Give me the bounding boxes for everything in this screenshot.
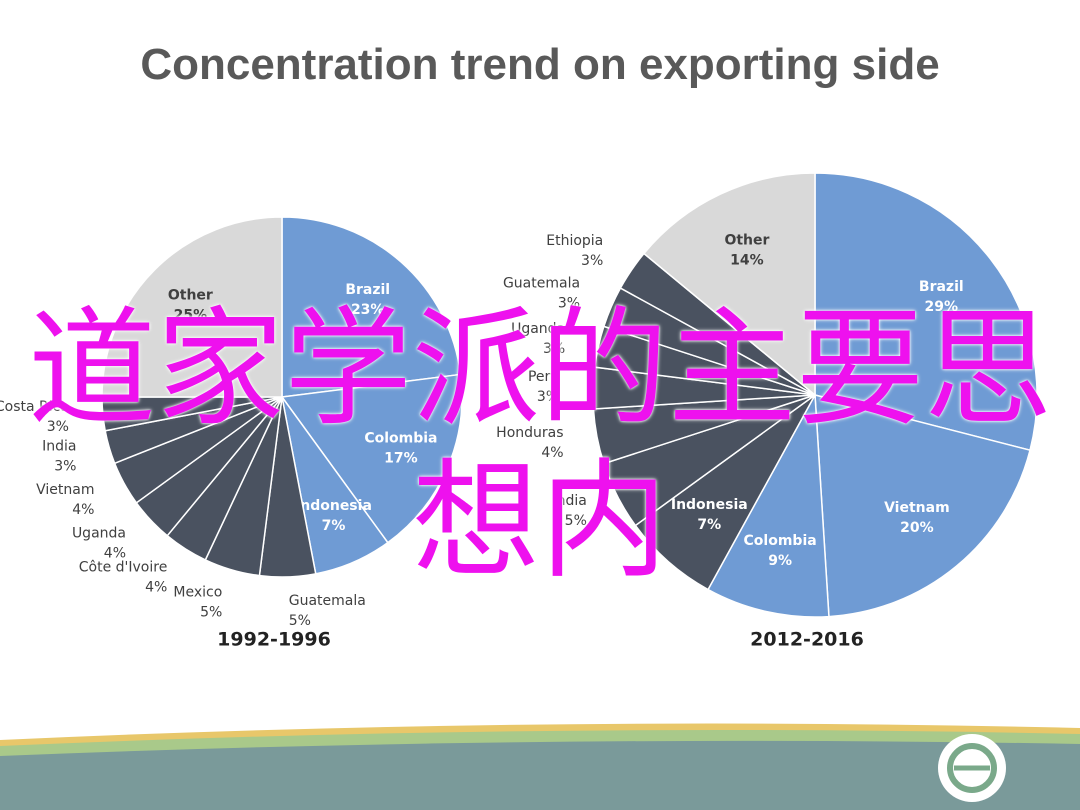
- slice-value: 3%: [537, 389, 559, 405]
- slice-value: 3%: [54, 459, 76, 475]
- slice-value: 3%: [543, 341, 565, 357]
- chart-caption: 2012-2016: [750, 629, 864, 651]
- slice-label: Vietnam: [884, 500, 950, 516]
- slice-label: Mexico: [173, 585, 222, 601]
- slice-label: Other: [168, 287, 213, 303]
- slice-label: Brazil: [919, 279, 964, 295]
- logo: [947, 743, 997, 793]
- slice-value: 3%: [47, 419, 69, 435]
- slice-label: Indonesia: [671, 497, 748, 513]
- slice-label: India: [553, 493, 587, 509]
- slice-value: 4%: [145, 580, 167, 596]
- slice-label: Other: [724, 232, 769, 248]
- pie-slice: [707, 392, 830, 618]
- slice-value: 3%: [558, 295, 580, 311]
- slice-value: 5%: [200, 605, 222, 621]
- slice-value: 23%: [351, 302, 385, 318]
- overlay-text: 道家学派的主要思想内: [27, 265, 1052, 602]
- slice-value: 29%: [925, 299, 959, 315]
- slice-value: 4%: [104, 545, 126, 561]
- slice-label: Uganda: [72, 525, 126, 541]
- pie-slice: [642, 172, 816, 397]
- slice-value: 14%: [730, 252, 764, 268]
- slice-value: 7%: [322, 518, 346, 534]
- slice-value: 25%: [174, 307, 208, 323]
- slice-label: India: [42, 439, 76, 455]
- slice-label: Guatemala: [289, 593, 366, 609]
- decor-band: [0, 740, 1080, 810]
- slice-value: 9%: [768, 553, 792, 569]
- slice-label: Colombia: [364, 430, 437, 446]
- slice-value: 7%: [697, 517, 721, 533]
- slice-label: Indonesia: [295, 498, 372, 514]
- slice-value: 4%: [541, 445, 563, 461]
- pie-slice: [281, 216, 462, 398]
- slice-label: Costa Rica: [0, 399, 69, 415]
- slice-value: 5%: [565, 513, 587, 529]
- slice-value: 3%: [581, 253, 603, 269]
- slice-label: Ethiopia: [546, 233, 603, 249]
- slice-label: Vietnam: [36, 482, 94, 498]
- slice-label: Uganda: [511, 321, 565, 337]
- pie-slice: [814, 394, 1031, 618]
- slice-label: Guatemala: [503, 275, 580, 291]
- slice-value: 20%: [900, 520, 934, 536]
- slice-label: Colombia: [744, 533, 817, 549]
- chart-caption: 1992-1996: [217, 629, 331, 651]
- slice-value: 5%: [289, 613, 311, 629]
- slice-label: Honduras: [496, 425, 563, 441]
- pie-slice: [101, 216, 283, 398]
- slice-label: Brazil: [345, 282, 390, 298]
- slice-label: Côte d'Ivoire: [79, 560, 168, 576]
- slice-label: Peru: [528, 369, 559, 385]
- pie-slice: [814, 172, 1038, 452]
- slice-value: 4%: [72, 502, 94, 518]
- pie-slice: [280, 373, 463, 544]
- slice-value: 17%: [384, 450, 418, 466]
- slide-title: Concentration trend on exporting side: [140, 40, 940, 89]
